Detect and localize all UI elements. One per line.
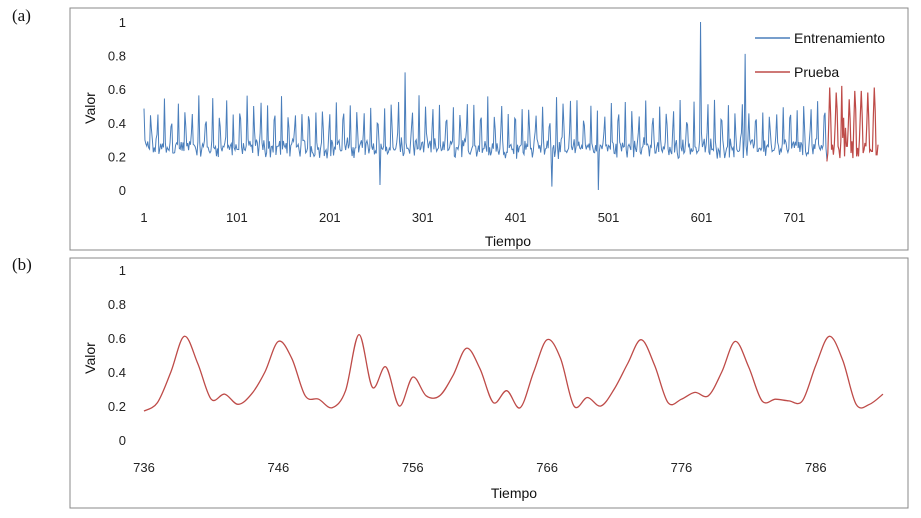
chart-b-ytick-label: 0.6 (108, 331, 126, 346)
chart-b-xtick-label: 746 (268, 460, 290, 475)
chart-a-ytick-label: 1 (119, 15, 126, 30)
chart-b-xlabel: Tiempo (491, 485, 537, 501)
chart-b-ytick-label: 0.8 (108, 297, 126, 312)
chart-a-xlabel: Tiempo (485, 233, 531, 249)
chart-a-xtick-label: 601 (691, 210, 713, 225)
chart-a-ytick-label: 0.8 (108, 49, 126, 64)
series-line-prueba-detail (143, 333, 884, 412)
chart-a-xtick-label: 401 (505, 210, 527, 225)
chart-b: 0 0.2 0.4 0.6 0.8 1 736 746 756 766 776 786 (108, 263, 884, 475)
chart-a-ylabel: Valor (82, 92, 98, 124)
chart-a-xtick-label: 101 (226, 210, 248, 225)
chart-b-frame (69, 257, 909, 509)
chart-b-xtick-label: 776 (671, 460, 693, 475)
chart-a-ytick-label: 0.2 (108, 149, 126, 164)
chart-b-ylabel: Valor (82, 342, 98, 374)
chart-b-ytick-label: 0.4 (108, 365, 126, 380)
chart-b-ytick-label: 0.2 (108, 399, 126, 414)
panel-b-label: (b) (12, 255, 32, 274)
chart-a-xtick-label: 1 (140, 210, 147, 225)
series-line-prueba (826, 85, 879, 162)
chart-a-xtick-label: 501 (598, 210, 620, 225)
chart-b-xtick-label: 786 (805, 460, 827, 475)
series-line-entrenamiento (143, 21, 828, 191)
chart-a: 0 0.2 0.4 0.6 0.8 1 1 101 201 301 401 501 601 701 (108, 15, 879, 225)
chart-a-ytick-label: 0.6 (108, 82, 126, 97)
chart-a-xtick-label: 701 (784, 210, 806, 225)
chart-b-xtick-label: 756 (402, 460, 424, 475)
chart-a-xtick-label: 301 (412, 210, 434, 225)
chart-a-ytick-label: 0 (119, 183, 126, 198)
chart-a-ytick-label: 0.4 (108, 116, 126, 131)
chart-a-frame (69, 7, 909, 251)
chart-b-ytick-label: 1 (119, 263, 126, 278)
legend-label-entrenamiento: Entrenamiento (794, 30, 885, 46)
chart-b-xtick-label: 766 (536, 460, 558, 475)
chart-b-ytick-label: 0 (119, 433, 126, 448)
panel-a-label: (a) (12, 6, 31, 25)
chart-a-xtick-label: 201 (319, 210, 341, 225)
legend-label-prueba: Prueba (794, 64, 839, 80)
chart-b-xtick-label: 736 (133, 460, 155, 475)
